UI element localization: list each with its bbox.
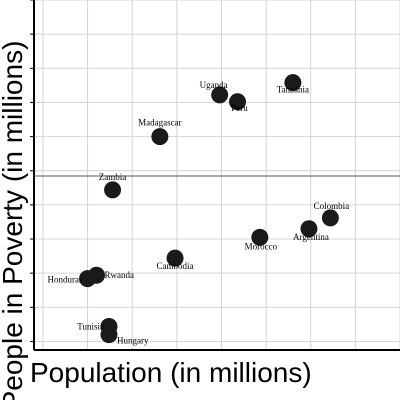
- grid-lines: [34, 0, 400, 350]
- point-label: Argentina: [293, 232, 329, 242]
- point-label: Zambia: [99, 172, 127, 182]
- data-point: [321, 209, 339, 227]
- y-axis-title: People in Poverty (in millions): [0, 41, 28, 400]
- point-label: Uganda: [200, 80, 228, 90]
- data-point: [229, 93, 247, 111]
- data-point: [87, 266, 105, 284]
- point-label: Cambodia: [157, 261, 194, 271]
- x-axis-title: Population (in millions): [30, 357, 312, 388]
- data-point: [104, 181, 122, 199]
- data-point: [211, 86, 229, 104]
- point-label: Colombia: [314, 201, 350, 211]
- point-label: Tunisia: [77, 321, 104, 331]
- data-point: [284, 74, 302, 92]
- point-label: Madagascar: [138, 118, 181, 128]
- data-point: [300, 220, 318, 238]
- point-label: Tanzania: [277, 85, 309, 95]
- point-label: Morocco: [245, 241, 278, 251]
- data-point: [100, 326, 118, 344]
- y-axis-ticks: [30, 0, 34, 342]
- point-label: Rwanda: [104, 270, 134, 280]
- data-point: [151, 128, 169, 146]
- data-point: [166, 249, 184, 267]
- data-point: [251, 228, 269, 246]
- data-points: Uganda Peru Tanzania Madagascar Zambia Colomb…: [48, 74, 350, 346]
- point-label: Hungary: [117, 336, 149, 346]
- point-label: Peru: [231, 103, 248, 113]
- point-label: Honduras: [48, 275, 83, 285]
